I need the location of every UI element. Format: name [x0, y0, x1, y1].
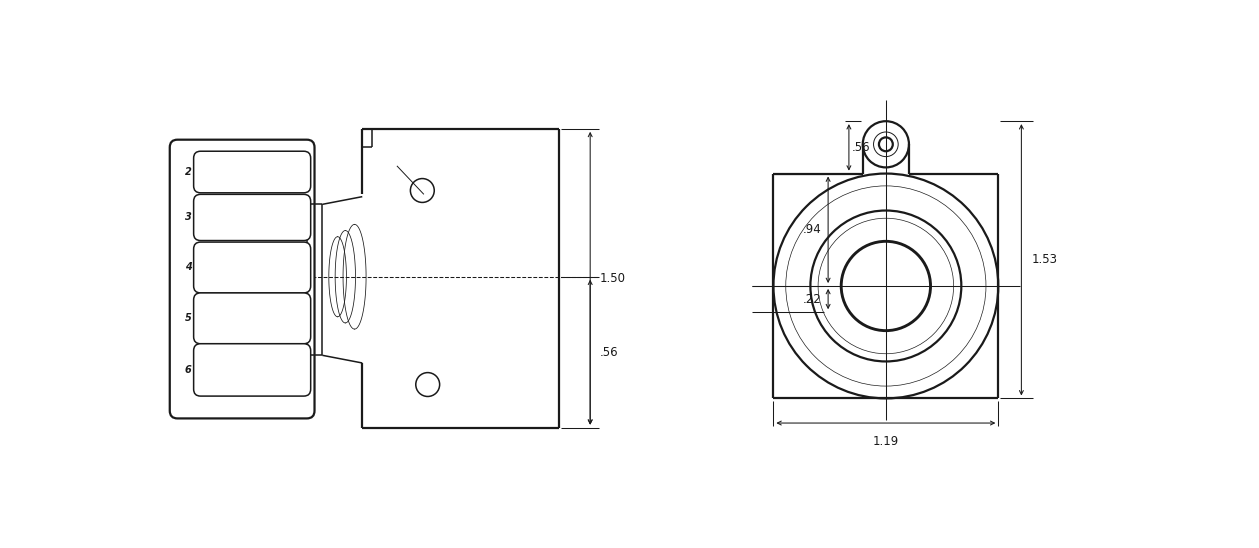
FancyBboxPatch shape [170, 140, 315, 419]
Text: .56: .56 [852, 141, 871, 154]
FancyBboxPatch shape [194, 242, 311, 293]
Text: 1.50: 1.50 [599, 272, 626, 285]
FancyBboxPatch shape [194, 195, 311, 241]
Text: 5: 5 [185, 313, 191, 323]
FancyBboxPatch shape [194, 293, 311, 344]
Text: 3: 3 [185, 213, 191, 222]
FancyBboxPatch shape [194, 151, 311, 193]
FancyBboxPatch shape [194, 344, 311, 396]
Text: 4: 4 [185, 262, 191, 272]
Text: .94: .94 [803, 223, 822, 236]
Text: .56: .56 [599, 346, 618, 359]
Text: 1.53: 1.53 [1032, 253, 1058, 266]
Text: 6: 6 [185, 365, 191, 375]
Text: 2: 2 [185, 167, 191, 177]
Text: .22: .22 [803, 293, 822, 306]
Text: 1.19: 1.19 [872, 435, 899, 448]
